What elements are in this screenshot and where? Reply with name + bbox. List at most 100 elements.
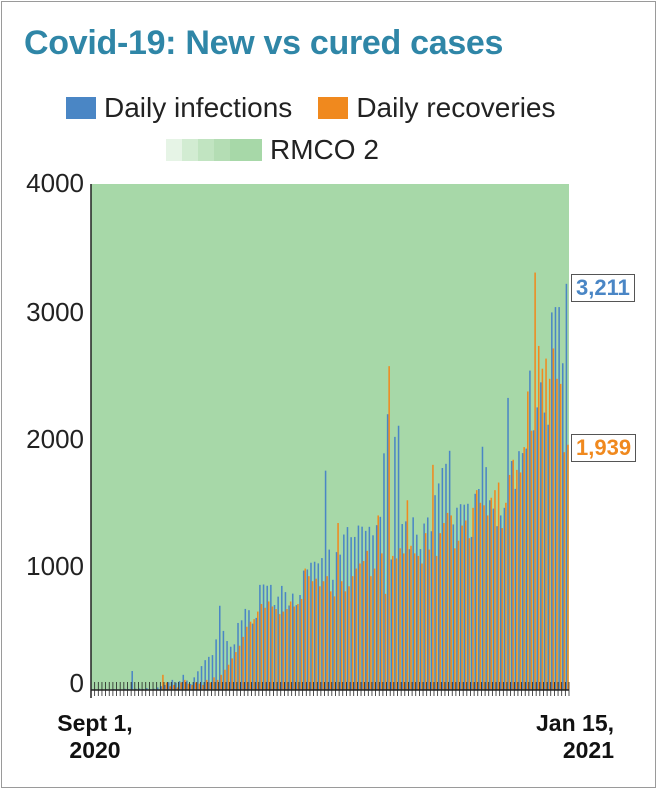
bar-infections xyxy=(437,483,440,690)
bar-infections xyxy=(219,605,221,690)
bar-infections xyxy=(244,608,247,690)
bar-infections xyxy=(423,523,425,690)
bar-recoveries xyxy=(297,603,299,690)
bar-infections xyxy=(215,639,217,690)
bar-recoveries xyxy=(373,568,376,690)
bar-infections xyxy=(445,463,447,690)
bar-infections xyxy=(532,430,535,690)
bar-recoveries xyxy=(468,538,471,690)
bar-infections xyxy=(518,451,520,690)
bar-recoveries xyxy=(512,459,514,690)
bar-recoveries xyxy=(319,586,321,690)
bar-infections xyxy=(489,500,491,690)
bar-infections xyxy=(510,461,513,690)
bar-infections xyxy=(346,527,349,690)
bar-recoveries xyxy=(348,586,350,690)
y-tick-1000: 1000 xyxy=(26,551,84,581)
bar-recoveries xyxy=(490,497,493,690)
bar-infections xyxy=(536,407,538,690)
bar-infections xyxy=(248,610,250,690)
y-tick-0: 0 xyxy=(69,668,84,698)
bar-infections xyxy=(226,641,228,690)
bar-recoveries xyxy=(402,553,405,690)
bar-infections xyxy=(357,525,360,690)
bar-infections xyxy=(273,604,276,690)
bar-recoveries xyxy=(534,272,536,690)
legend-swatch-rmco xyxy=(166,139,262,161)
y-tick-2000: 2000 xyxy=(26,424,84,454)
bar-infections xyxy=(361,526,363,690)
bar-infections xyxy=(138,688,141,690)
bar-infections xyxy=(328,549,330,690)
bar-infections xyxy=(291,593,294,690)
bar-recoveries xyxy=(194,682,197,690)
bar-recoveries xyxy=(486,515,489,690)
bar-recoveries xyxy=(173,684,175,690)
bar-recoveries xyxy=(227,664,230,690)
bar-infections xyxy=(156,687,159,690)
bar-infections xyxy=(368,526,371,690)
bar-recoveries xyxy=(454,548,456,690)
bar-recoveries xyxy=(424,533,427,690)
bar-infections xyxy=(503,507,506,690)
x-label-end: Jan 15, 2021 xyxy=(512,710,624,764)
bar-recoveries xyxy=(176,687,179,690)
legend-item-recoveries: Daily recoveries xyxy=(318,92,555,124)
bar-infections xyxy=(416,534,418,690)
bar-recoveries xyxy=(362,560,365,690)
bar-infections xyxy=(525,448,528,690)
bar-recoveries xyxy=(399,548,401,690)
bar-infections xyxy=(332,579,334,690)
bar-infections xyxy=(295,605,298,690)
bar-infections xyxy=(561,363,564,690)
bar-infections xyxy=(507,397,509,690)
bar-recoveries xyxy=(435,555,438,690)
bar-recoveries xyxy=(457,540,460,690)
bar-infections xyxy=(211,655,214,690)
bar-infections xyxy=(222,630,225,690)
bar-infections xyxy=(558,307,560,690)
bar-recoveries xyxy=(563,452,566,690)
y-tick-3000: 3000 xyxy=(26,297,84,327)
bar-recoveries xyxy=(497,482,500,690)
bar-recoveries xyxy=(249,621,252,690)
bar-infections xyxy=(270,584,272,690)
bar-infections xyxy=(197,671,199,690)
legend-swatch-infections xyxy=(66,97,96,119)
bar-recoveries xyxy=(322,581,325,690)
bar-infections xyxy=(470,536,473,690)
legend-item-infections: Daily infections xyxy=(66,92,292,124)
bar-infections xyxy=(467,503,469,690)
bar-infections xyxy=(412,517,414,690)
bar-infections xyxy=(540,382,542,690)
bar-infections xyxy=(284,592,287,690)
bar-infections xyxy=(167,682,170,690)
bar-recoveries xyxy=(286,609,288,690)
bar-recoveries xyxy=(417,555,420,690)
bar-infections xyxy=(481,446,484,690)
bar-infections xyxy=(408,549,411,690)
bar-recoveries xyxy=(450,515,452,690)
bar-infections xyxy=(302,570,305,690)
bar-recoveries xyxy=(446,512,449,690)
bar-infections xyxy=(499,515,502,690)
bar-recoveries xyxy=(246,626,248,690)
bar-recoveries xyxy=(235,652,237,690)
bar-recoveries xyxy=(530,430,533,690)
bar-recoveries xyxy=(567,444,569,690)
bar-recoveries xyxy=(545,358,547,690)
bar-infections xyxy=(419,549,422,690)
bar-infections xyxy=(343,534,345,690)
bar-infections xyxy=(339,554,341,690)
bar-infections xyxy=(496,526,498,690)
bar-recoveries xyxy=(344,591,347,690)
bar-infections xyxy=(478,488,480,690)
bar-infections xyxy=(474,493,476,690)
legend-label-infections: Daily infections xyxy=(104,92,293,123)
bar-recoveries xyxy=(359,563,361,690)
bar-infections xyxy=(193,677,195,690)
bar-recoveries xyxy=(395,558,398,690)
bar-infections xyxy=(551,312,553,690)
bar-recoveries xyxy=(340,581,343,690)
